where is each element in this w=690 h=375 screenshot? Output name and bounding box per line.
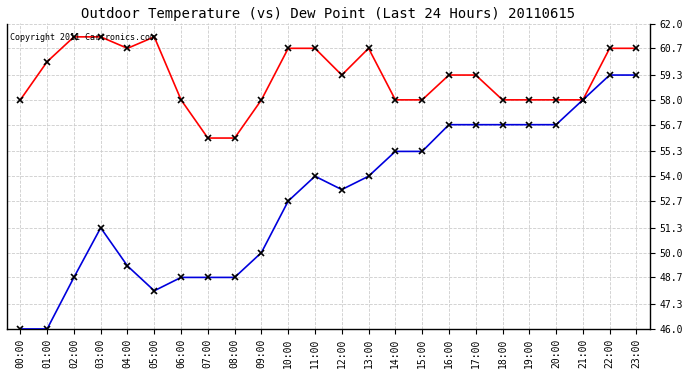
Title: Outdoor Temperature (vs) Dew Point (Last 24 Hours) 20110615: Outdoor Temperature (vs) Dew Point (Last… <box>81 7 575 21</box>
Text: Copyright 2011 Cartronics.com: Copyright 2011 Cartronics.com <box>10 33 155 42</box>
